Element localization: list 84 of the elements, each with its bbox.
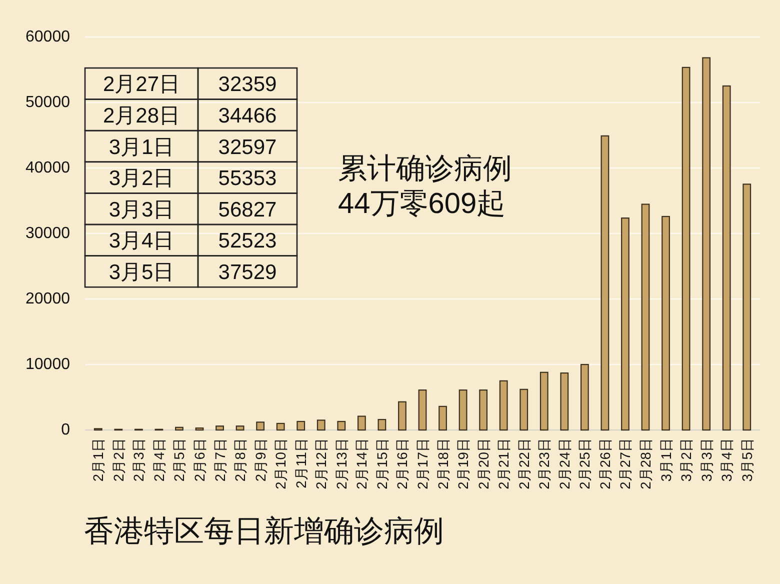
x-tick-label: 2月13日	[333, 438, 350, 490]
x-tick-label: 2月17日	[414, 438, 430, 490]
bar	[296, 420, 306, 431]
bar	[458, 389, 468, 431]
x-tick-label: 2月27日	[617, 438, 634, 490]
bar	[641, 204, 650, 431]
x-tick-label: 2月20日	[475, 438, 492, 490]
x-tick-label: 2月12日	[313, 438, 330, 490]
bar	[722, 85, 731, 431]
y-tick-label: 60000	[26, 28, 70, 46]
data-label: 52523	[218, 230, 277, 253]
category-label: 2月27日	[102, 73, 180, 96]
bar	[236, 426, 244, 431]
bar	[175, 426, 184, 431]
y-tick-label: 50000	[26, 94, 70, 111]
bar	[337, 420, 346, 431]
x-tick-label: 2月7日	[212, 438, 228, 482]
category-label: 3月2日	[108, 167, 174, 190]
x-tick-label: 3月2日	[678, 438, 694, 482]
data-label: 56827	[218, 198, 277, 222]
x-tick-label: 2月5日	[171, 438, 188, 482]
bar	[276, 422, 285, 431]
category-label: 3月1日	[108, 136, 174, 159]
bar	[662, 216, 670, 431]
x-tick-label: 2月10日	[272, 438, 289, 490]
y-tick-label: 0	[61, 422, 70, 438]
bar	[256, 422, 265, 431]
y-tick-label: 20000	[26, 290, 70, 308]
bar	[621, 218, 630, 431]
bar	[540, 372, 548, 431]
bar	[682, 66, 690, 431]
bar	[216, 426, 224, 431]
x-tick-label: 2月11日	[292, 438, 309, 488]
data-label: 55353	[218, 167, 277, 190]
bar	[600, 135, 610, 431]
x-tick-label: 2月4日	[150, 438, 167, 482]
x-tick-label: 2月26日	[596, 438, 613, 490]
x-tick-label: 2月24日	[556, 438, 572, 490]
x-tick-label: 3月1日	[658, 438, 674, 482]
x-tick-label: 2月3日	[130, 438, 147, 482]
bar	[580, 364, 589, 431]
bar	[316, 420, 326, 431]
x-tick-label: 2月25日	[576, 438, 593, 490]
x-tick-label: 2月15日	[374, 438, 390, 490]
x-tick-label: 2月18日	[434, 438, 451, 490]
text: 香港特区每日新增确诊病例	[84, 515, 444, 548]
x-tick-label: 2月28日	[638, 438, 654, 490]
x-tick-label: 3月3日	[698, 438, 714, 482]
bar	[742, 184, 752, 431]
y-tick-label: 30000	[26, 225, 70, 242]
x-tick-label: 2月8日	[232, 438, 248, 482]
x-tick-label: 2月19日	[455, 438, 472, 490]
data-label: 32597	[218, 136, 277, 159]
y-tick-label: 40000	[26, 160, 70, 176]
x-tick-label: 2月9日	[252, 438, 268, 482]
x-tick-label: 2月21日	[496, 438, 512, 490]
x-tick-label: 2月16日	[394, 438, 410, 490]
bar	[378, 418, 386, 431]
x-tick-label: 2月14日	[354, 438, 370, 490]
x-tick-label: 2月6日	[192, 438, 208, 482]
bar	[438, 406, 447, 431]
x-tick-label: 3月4日	[718, 438, 735, 482]
bar	[499, 380, 508, 431]
category-label: 3月3日	[108, 198, 174, 222]
category-label: 3月4日	[108, 230, 174, 253]
x-tick-label: 2月23日	[536, 438, 552, 490]
x-tick-label: 2月1日	[90, 438, 106, 482]
data-label: 37529	[218, 260, 277, 284]
bar	[560, 372, 569, 431]
bar	[357, 416, 366, 431]
category-label: 2月28日	[102, 104, 180, 128]
x-tick-label: 2月2日	[110, 438, 126, 482]
data-label: 32359	[218, 73, 277, 96]
bar	[479, 389, 488, 431]
x-tick-label: 2月22日	[516, 438, 532, 490]
bar	[702, 57, 711, 431]
bar	[520, 388, 528, 431]
category-label: 3月5日	[108, 260, 174, 284]
bar	[398, 401, 406, 431]
y-tick-label: 10000	[26, 356, 70, 373]
annotation: 累计确诊病例 44万零609起	[338, 153, 512, 220]
data-label: 34466	[218, 104, 277, 128]
bar	[418, 389, 427, 431]
x-tick-label: 3月5日	[738, 438, 755, 482]
